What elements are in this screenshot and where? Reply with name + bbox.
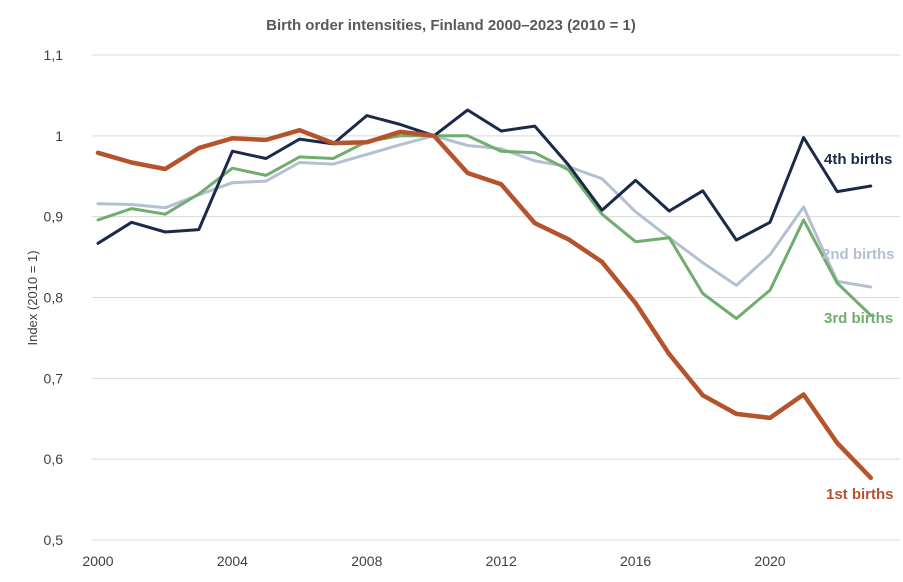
y-tick-label: 1,1 xyxy=(44,47,64,63)
x-axis-ticks: 2000 2004 2008 2012 2016 2020 xyxy=(82,553,785,569)
x-tick-label: 2004 xyxy=(217,553,248,569)
series-labels: 2nd births 3rd births 4th births 1st births xyxy=(822,151,895,503)
chart-title: Birth order intensities, Finland 2000–20… xyxy=(266,17,636,34)
y-tick-label: 0,9 xyxy=(44,209,64,225)
y-tick-label: 0,7 xyxy=(44,370,64,386)
y-tick-label: 0,8 xyxy=(44,290,64,306)
series-label-1st-births: 1st births xyxy=(826,486,894,503)
series-line-1st-births xyxy=(95,127,874,481)
series-line-3rd-births xyxy=(96,134,873,320)
x-tick-label: 2020 xyxy=(754,553,785,569)
series-line-4th-births xyxy=(96,108,873,245)
series-label-2nd-births: 2nd births xyxy=(822,246,895,263)
series-line-2nd-births xyxy=(96,134,873,289)
series-label-3rd-births: 3rd births xyxy=(824,310,893,327)
y-axis-ticks: 0,5 0,6 0,7 0,8 0,9 1 1,1 xyxy=(44,47,64,548)
gridlines xyxy=(92,54,900,541)
y-axis-title: Index (2010 = 1) xyxy=(25,250,40,345)
y-tick-label: 0,6 xyxy=(44,451,64,467)
series-lines xyxy=(95,108,874,481)
series-label-4th-births: 4th births xyxy=(824,151,892,168)
x-tick-label: 2000 xyxy=(82,553,113,569)
x-tick-label: 2012 xyxy=(486,553,517,569)
x-tick-label: 2008 xyxy=(351,553,382,569)
x-tick-label: 2016 xyxy=(620,553,651,569)
y-tick-label: 0,5 xyxy=(44,532,64,548)
y-tick-label: 1 xyxy=(55,128,63,144)
